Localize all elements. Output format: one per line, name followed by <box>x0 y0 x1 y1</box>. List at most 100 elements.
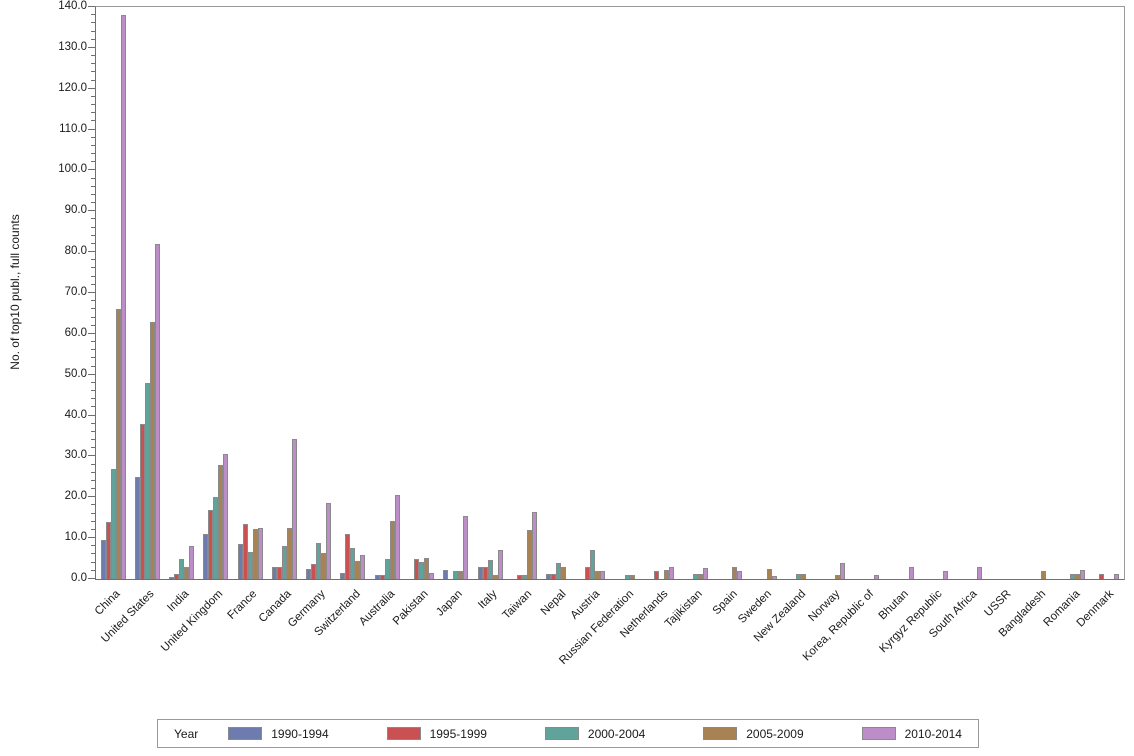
y-minor-tick <box>91 234 95 236</box>
bar <box>556 563 562 579</box>
bar <box>429 573 435 579</box>
bar <box>874 574 880 579</box>
legend-entry-label: 2000-2004 <box>587 726 646 741</box>
bar-group <box>267 7 301 579</box>
x-tick-label: China <box>92 588 123 618</box>
bar <box>795 573 801 579</box>
legend-entry: 2010-2014 <box>861 726 962 741</box>
bar <box>218 464 224 579</box>
legend-entry-label: 2010-2014 <box>904 726 962 741</box>
bar <box>291 439 297 579</box>
y-tick-label: 120.0 <box>58 81 87 94</box>
bar <box>546 574 552 579</box>
legend-entry: 1995-1999 <box>386 726 487 741</box>
bar-group <box>781 7 815 579</box>
y-minor-tick <box>91 528 95 530</box>
bar <box>306 569 312 579</box>
y-tick-label: 0.0 <box>71 572 87 584</box>
y-tick-label: 80.0 <box>64 245 87 258</box>
y-tick-label: 70.0 <box>64 286 87 298</box>
y-tick-label: 100.0 <box>58 163 87 176</box>
bar <box>703 567 709 579</box>
y-minor-tick <box>91 259 95 261</box>
legend-entry-label: 1995-1999 <box>429 726 487 741</box>
bar <box>311 563 317 579</box>
bar <box>213 497 219 579</box>
y-major-tick <box>88 414 95 416</box>
bar <box>693 573 699 579</box>
y-minor-tick <box>91 226 95 228</box>
y-minor-tick <box>91 112 95 114</box>
y-tick-label: 60.0 <box>64 326 87 339</box>
x-tick-label: Japan <box>434 588 466 619</box>
y-major-tick <box>88 128 95 130</box>
y-minor-tick <box>91 520 95 522</box>
y-major-tick <box>88 292 95 293</box>
y-major-tick <box>88 210 95 212</box>
bar-group <box>576 7 610 579</box>
y-minor-tick <box>91 267 95 269</box>
bar <box>1080 570 1086 579</box>
bar <box>551 574 557 579</box>
plot-area <box>95 6 1125 580</box>
bar <box>908 566 914 579</box>
bar-group <box>850 7 884 579</box>
y-minor-tick <box>91 300 95 302</box>
bar-group <box>130 7 164 579</box>
bar <box>281 545 287 579</box>
y-major-tick <box>88 496 95 498</box>
bar <box>139 423 145 579</box>
y-minor-tick <box>91 144 95 146</box>
bar-group <box>165 7 199 579</box>
y-minor-tick <box>91 365 95 367</box>
y-major-tick <box>88 537 95 539</box>
bar <box>340 573 346 579</box>
bar <box>629 574 635 579</box>
y-minor-tick <box>91 153 95 155</box>
y-minor-tick <box>91 545 95 547</box>
bar-group <box>713 7 747 579</box>
y-minor-tick <box>91 308 95 310</box>
y-minor-tick <box>91 553 95 555</box>
bar <box>350 547 356 579</box>
bar <box>394 495 400 579</box>
bar-group <box>473 7 507 579</box>
bar <box>252 529 258 579</box>
y-minor-tick <box>91 341 95 343</box>
bar <box>179 558 185 579</box>
bar-group <box>439 7 473 579</box>
bar <box>154 243 160 579</box>
bar <box>521 574 527 579</box>
bar-group <box>96 7 130 579</box>
y-minor-tick <box>91 422 95 424</box>
bar <box>943 570 949 579</box>
bar <box>531 512 537 579</box>
y-minor-tick <box>91 463 95 465</box>
bar <box>624 574 630 579</box>
bar-group <box>233 7 267 579</box>
x-tick-label: Australia <box>356 588 397 629</box>
y-tick-label: 130.0 <box>58 40 87 53</box>
y-minor-tick <box>91 14 95 16</box>
y-minor-tick <box>91 398 95 400</box>
bar <box>737 570 743 579</box>
bar <box>271 566 277 579</box>
bar <box>453 570 459 579</box>
y-minor-tick <box>91 63 95 65</box>
bar <box>374 574 380 579</box>
y-minor-tick <box>91 202 95 204</box>
bar <box>242 523 248 579</box>
legend-entry: 1990-1994 <box>228 726 329 741</box>
y-minor-tick <box>91 161 95 163</box>
y-major-tick <box>88 46 95 48</box>
bar <box>189 546 195 579</box>
legend-entry-label: 1990-1994 <box>271 726 329 741</box>
legend-swatch <box>861 727 896 740</box>
bar <box>276 566 282 579</box>
bar-group <box>747 7 781 579</box>
bar-group <box>302 7 336 579</box>
y-minor-tick <box>91 561 95 563</box>
x-tick-label: Pakistan <box>391 588 432 628</box>
y-minor-tick <box>91 504 95 506</box>
